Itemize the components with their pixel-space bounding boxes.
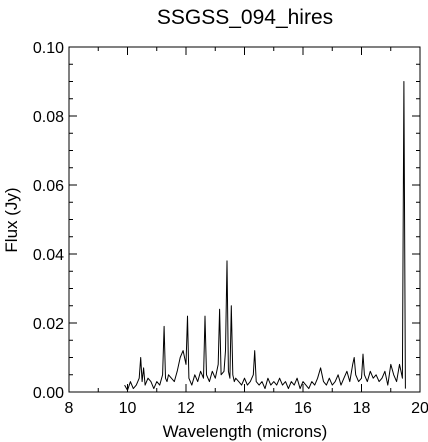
x-tick-label: 16 [294, 400, 312, 417]
x-tick-label: 12 [177, 400, 195, 417]
y-tick-label: 0.02 [33, 316, 64, 333]
y-tick-label: 0.10 [33, 40, 64, 57]
y-tick-label: 0.04 [33, 247, 64, 264]
y-axis-label: Flux (Jy) [2, 187, 21, 252]
axis-tick-labels: 8 10 12 14 16 18 20 0.00 0.02 0.04 0.06 0.08 0.10 [33, 40, 428, 417]
x-axis-label: Wavelength (microns) [163, 422, 328, 441]
chart-title: SSGSS_094_hires [157, 6, 333, 29]
y-tick-label: 0.08 [33, 109, 64, 126]
y-tick-label: 0.06 [33, 178, 64, 195]
y-tick-label: 0.00 [33, 385, 64, 402]
x-tick-label: 14 [236, 400, 254, 417]
x-tick-label: 18 [353, 400, 371, 417]
series-line-0 [124, 81, 406, 391]
series-group [124, 81, 406, 391]
x-tick-label: 10 [119, 400, 137, 417]
x-tick-label: 8 [65, 400, 74, 417]
x-tick-label: 20 [411, 400, 428, 417]
plot-frame [68, 46, 421, 393]
axis-ticks [68, 46, 421, 393]
